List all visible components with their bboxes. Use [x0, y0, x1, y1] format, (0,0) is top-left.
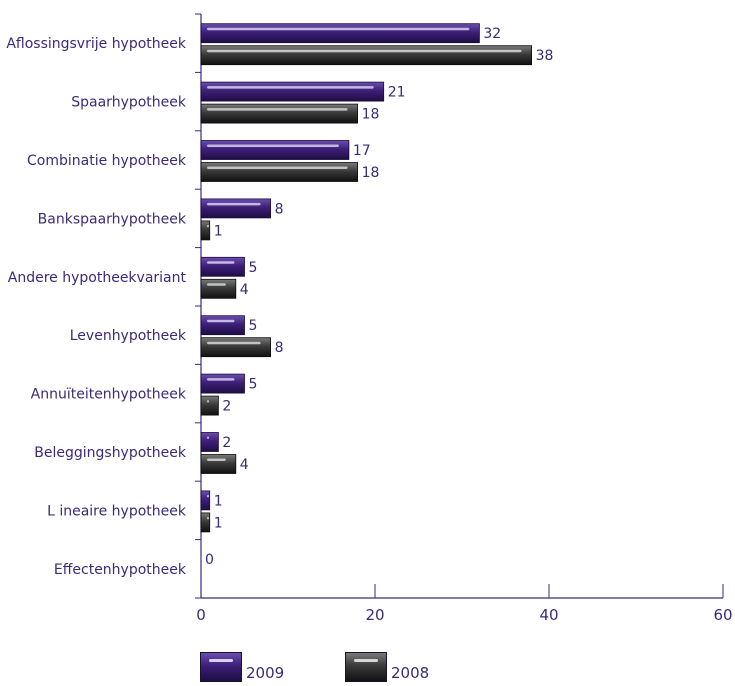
category-label: Combinatie hypotheek: [27, 153, 187, 169]
bar-2008: [200, 454, 237, 474]
value-label-2008: 18: [362, 107, 380, 123]
bar-2009: [200, 432, 219, 452]
bar-highlight: [207, 49, 522, 53]
value-label-2008: 2: [222, 399, 231, 415]
legend-label-2009: 2009: [246, 664, 285, 682]
legend-label-2008: 2008: [391, 664, 430, 682]
value-label-2009: 5: [249, 318, 258, 334]
x-tick-label: 40: [539, 606, 558, 624]
bar-2009: [200, 373, 245, 394]
category-label: Annuïteitenhypotheek: [31, 387, 187, 403]
bar-highlight: [207, 144, 339, 147]
value-label-2009: 1: [214, 493, 223, 509]
legend-item-2009: 2009: [200, 652, 284, 682]
bar-2008: [200, 337, 271, 358]
value-label-2008: 4: [240, 282, 249, 298]
bar-2009: [200, 256, 245, 277]
bar-2009: [200, 315, 245, 336]
bar-2008: [200, 220, 211, 241]
bar-highlight: [207, 166, 348, 169]
value-label-2009: 5: [249, 260, 258, 276]
bar-2008: [200, 278, 237, 299]
bar-highlight: [207, 494, 209, 498]
value-label-2009: 0: [205, 552, 214, 568]
axes: [195, 13, 724, 599]
x-tick-label: 0: [196, 606, 206, 624]
value-label-2009: 21: [388, 85, 406, 101]
category-label: Spaarhypotheek: [71, 95, 187, 111]
legend-swatch-2009: [200, 652, 242, 682]
value-label-2008: 8: [275, 340, 284, 356]
legend-swatch-2008: [345, 652, 387, 682]
value-label-2009: 8: [275, 201, 284, 217]
bar-2009: [200, 23, 480, 44]
bar-highlight: [207, 341, 261, 345]
bars: [200, 23, 533, 533]
category-label: Andere hypotheekvariant: [8, 270, 187, 286]
category-label: Bankspaarhypotheek: [38, 211, 187, 227]
value-label-2008: 18: [362, 165, 380, 181]
x-tick-label: 60: [713, 606, 732, 624]
bar-highlight: [207, 261, 235, 264]
bar-2008: [200, 45, 533, 66]
bar-highlight: [207, 436, 209, 439]
bar-2008: [200, 395, 219, 416]
bar-highlight: [207, 86, 374, 89]
category-label: L ineaire hypotheek: [47, 503, 187, 519]
value-label-2008: 38: [536, 48, 554, 64]
category-label: Levenhypotheek: [70, 328, 187, 344]
value-label-2009: 17: [353, 143, 371, 159]
x-tick-label: 20: [365, 606, 384, 624]
category-label: Beleggingshypotheek: [34, 445, 187, 461]
bar-highlight: [207, 516, 209, 520]
category-label: Effectenhypotheek: [54, 562, 187, 578]
value-label-2008: 4: [240, 457, 249, 473]
bar-highlight: [207, 224, 209, 228]
bar-2009: [200, 81, 385, 102]
bar-2008: [200, 103, 359, 124]
bar-2008: [200, 512, 211, 533]
bar-highlight: [207, 202, 261, 206]
value-label-2008: 1: [214, 515, 223, 531]
bar-highlight: [207, 27, 470, 31]
bar-2009: [200, 198, 271, 219]
category-label: Aflossingsvrije hypotheek: [6, 36, 187, 52]
bar-highlight: [207, 319, 235, 323]
bar-highlight: [207, 283, 226, 286]
bar-highlight: [207, 458, 226, 461]
value-label-2009: 32: [483, 26, 501, 42]
bar-2009: [200, 490, 211, 511]
bar-highlight: [207, 108, 348, 111]
bar-2009: [200, 140, 350, 160]
bar-2008: [200, 162, 359, 182]
value-label-2009: 2: [222, 435, 231, 451]
bar-highlight: [207, 400, 209, 403]
bar-highlight: [207, 378, 235, 381]
value-label-2009: 5: [249, 377, 258, 393]
legend-item-2008: 2008: [345, 652, 429, 682]
value-label-2008: 1: [214, 223, 223, 239]
